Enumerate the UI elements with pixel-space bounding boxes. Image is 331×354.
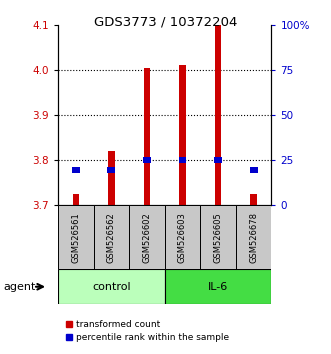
Legend: transformed count, percentile rank within the sample: transformed count, percentile rank withi… (63, 316, 233, 346)
Bar (179, 65, 186, 205)
Bar (200, 205, 236, 269)
Bar (214, 158, 222, 163)
Text: GSM526603: GSM526603 (178, 212, 187, 263)
Bar (236, 205, 271, 269)
Bar (72, 194, 79, 205)
Bar (165, 205, 200, 269)
Bar (165, 269, 271, 304)
Bar (93, 205, 129, 269)
Text: GSM526605: GSM526605 (213, 212, 222, 263)
Text: GSM526562: GSM526562 (107, 212, 116, 263)
Bar (129, 205, 165, 269)
Bar (250, 167, 258, 173)
Bar (215, 25, 221, 205)
Bar (178, 158, 186, 163)
Bar (144, 68, 150, 205)
Bar (251, 194, 257, 205)
Text: GDS3773 / 10372204: GDS3773 / 10372204 (94, 16, 237, 29)
Bar (143, 158, 151, 163)
Text: GSM526602: GSM526602 (142, 212, 151, 263)
Bar (58, 269, 165, 304)
Text: IL-6: IL-6 (208, 282, 228, 292)
Text: control: control (92, 282, 131, 292)
Text: GSM526561: GSM526561 (71, 212, 80, 263)
Bar (58, 205, 93, 269)
Text: agent: agent (3, 282, 36, 292)
Bar (108, 151, 115, 205)
Bar (72, 167, 80, 173)
Text: GSM526678: GSM526678 (249, 212, 258, 263)
Bar (107, 167, 115, 173)
